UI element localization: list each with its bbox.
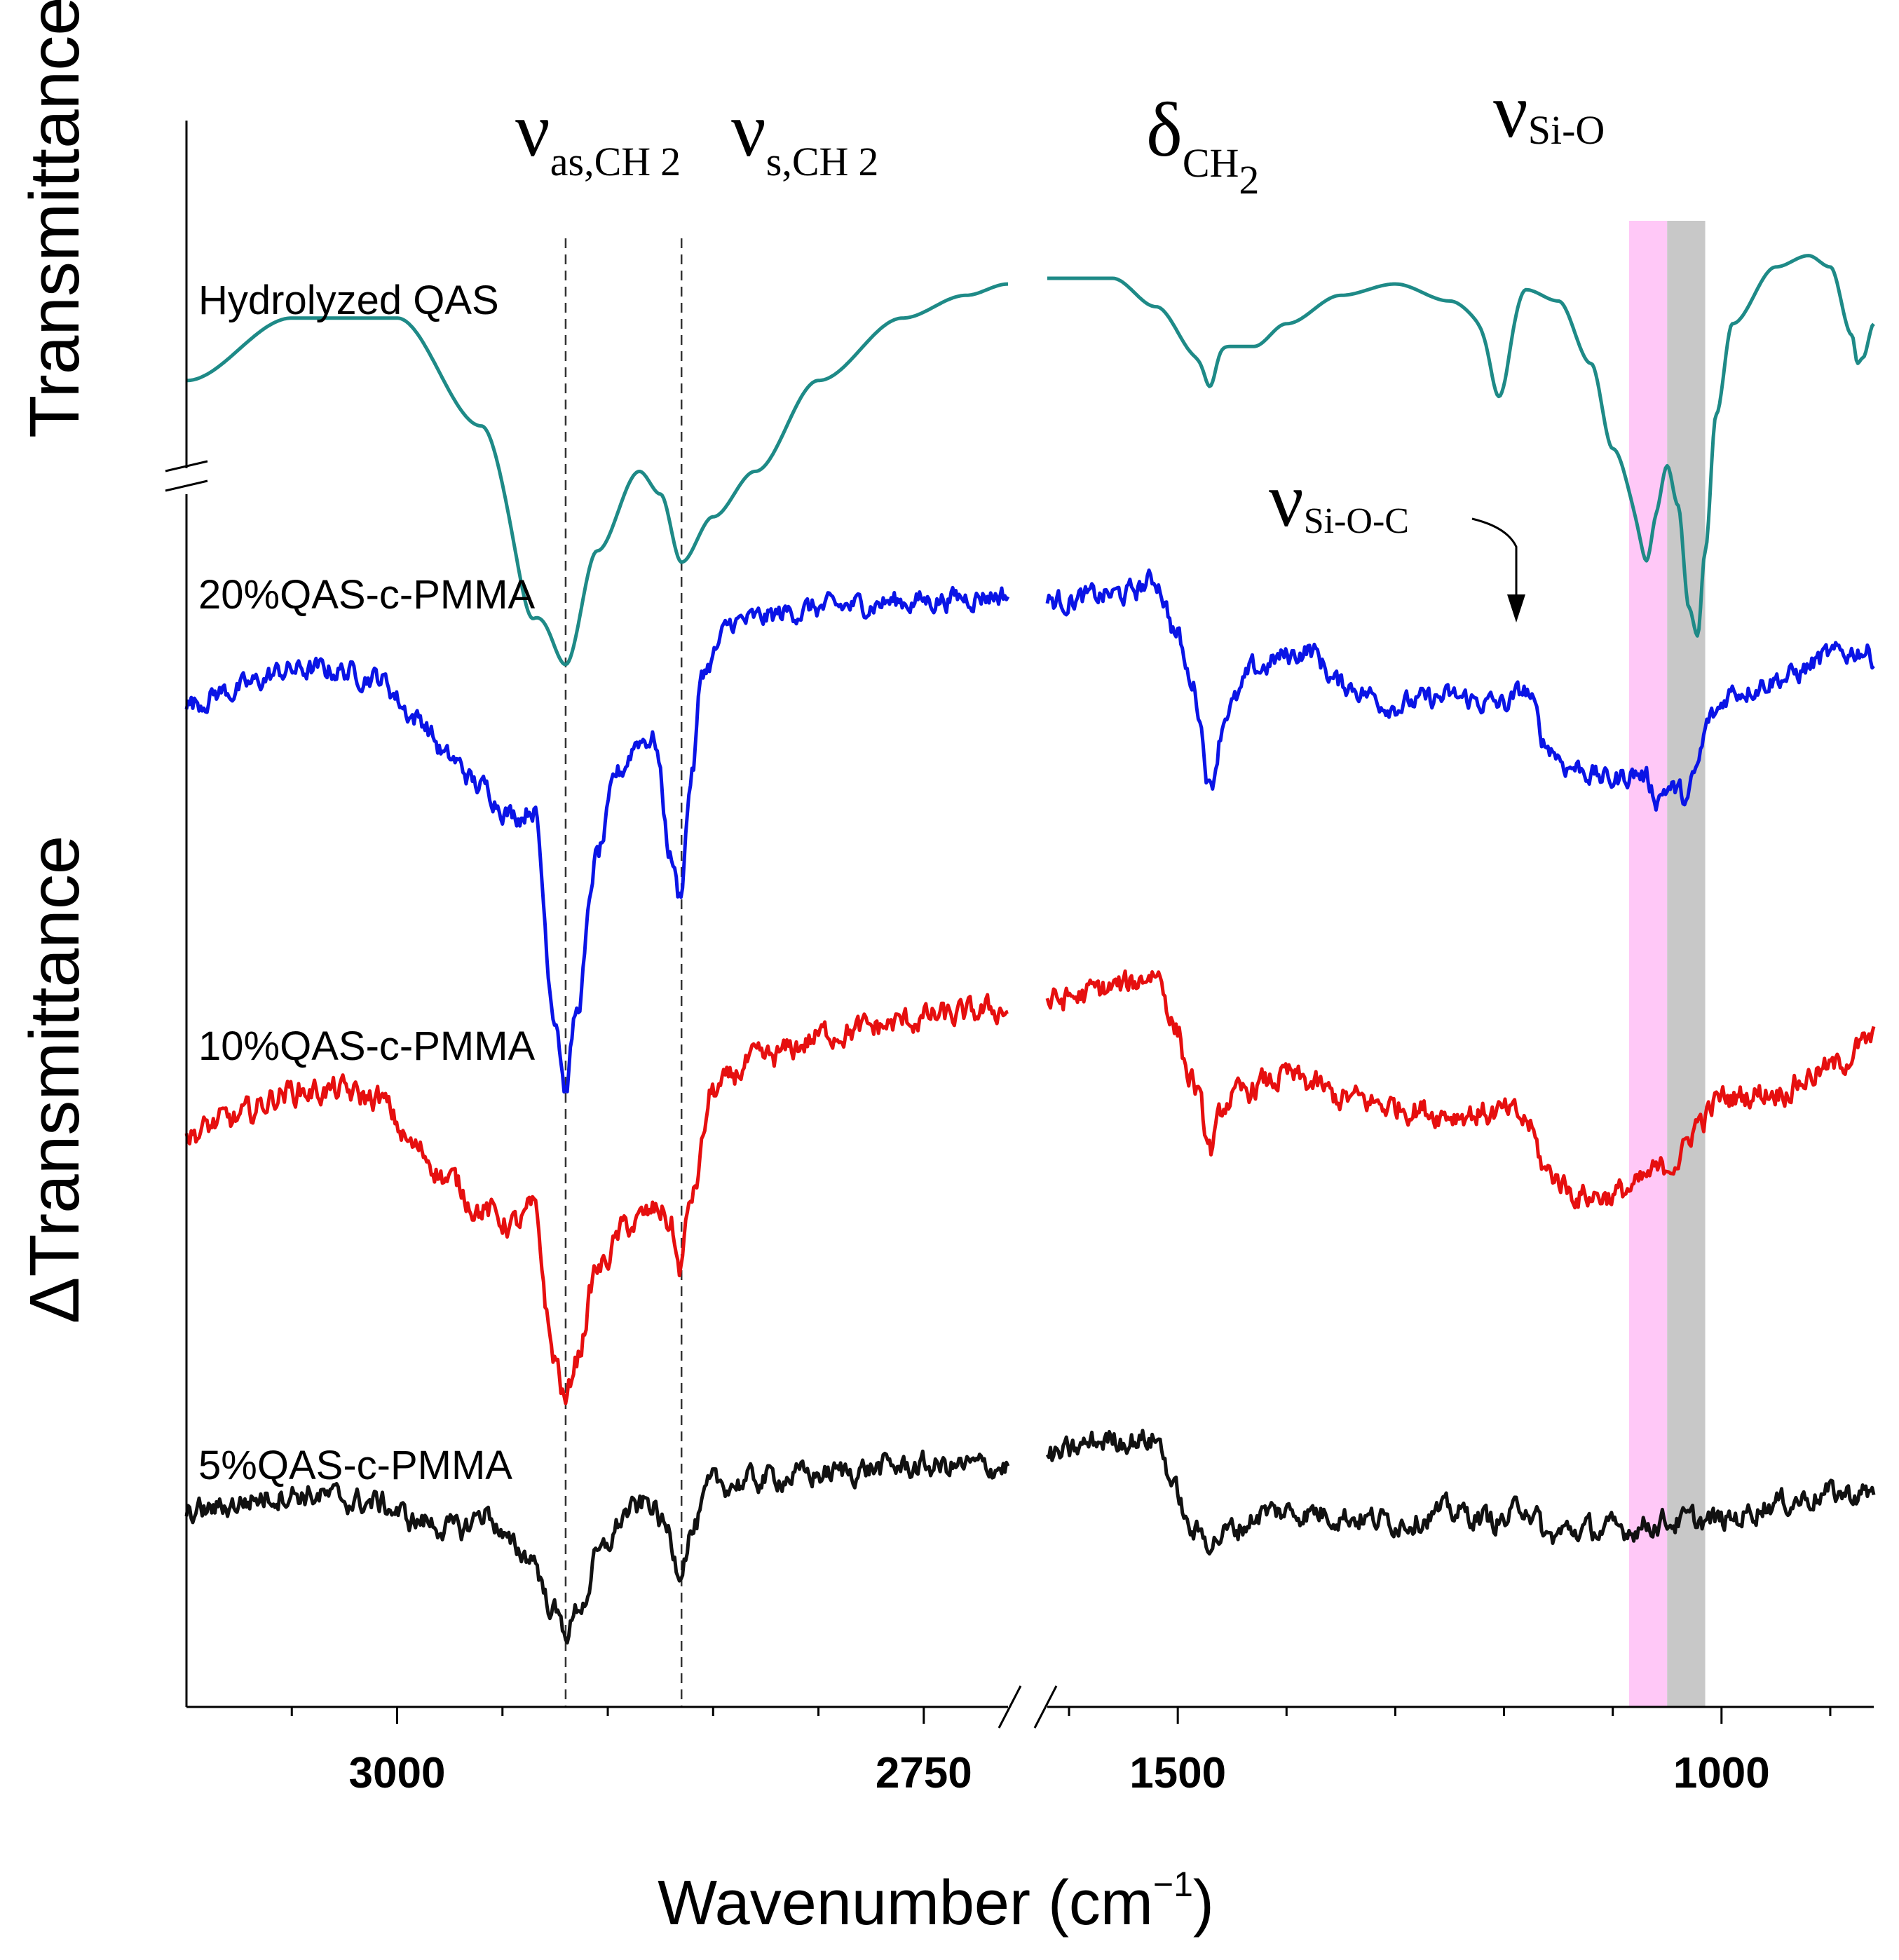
series-0	[186, 254, 1875, 667]
series-layer	[184, 254, 1876, 1645]
annotation-nu-s-ch2: νs,CH 2	[731, 87, 878, 184]
x-break-mark	[998, 1685, 1022, 1729]
y-break-mark	[165, 460, 208, 472]
series-line-2-left	[184, 993, 1009, 1406]
series-3	[184, 1429, 1876, 1645]
x-break-mark	[1033, 1685, 1058, 1729]
series-line-0-right	[1047, 254, 1875, 638]
series-label-10pct: 10%QAS-c-PMMA	[198, 1023, 536, 1069]
series-1	[184, 568, 1875, 1094]
annotation-delta-ch2: δCH2	[1146, 87, 1259, 203]
y-label-transmittance: Transmittance	[15, 0, 94, 438]
series-label-5pct: 5%QAS-c-PMMA	[198, 1443, 512, 1488]
x-tick-label-1500: 1500	[1129, 1749, 1226, 1797]
x-tick-label-1000: 1000	[1673, 1749, 1770, 1797]
annotation-nu-as-ch2: νas,CH 2	[515, 87, 681, 184]
annotation-nu-si-o-c: νSi-O-C	[1269, 457, 1409, 543]
dashed-lines-layer	[564, 238, 683, 1707]
x-axis-label: Wavenumber (cm−1)	[658, 1865, 1214, 1938]
x-tick-label-3000: 3000	[349, 1749, 446, 1797]
si-o-c-arrow	[1471, 517, 1525, 622]
series-2	[184, 969, 1876, 1406]
series-line-1-left	[184, 585, 1010, 1094]
series-label-20pct: 20%QAS-c-PMMA	[198, 572, 536, 618]
ticks-layer: 3000 2750 1500 1000	[290, 1707, 1832, 1797]
x-tick-label-2750: 2750	[876, 1749, 972, 1797]
series-line-3-left	[184, 1449, 1010, 1645]
series-line-1-right	[1045, 568, 1875, 812]
series-labels: Hydrolyzed QAS 20%QAS-c-PMMA 10%QAS-c-PM…	[198, 278, 536, 1488]
series-label-hydrolyzed-qas: Hydrolyzed QAS	[198, 278, 499, 323]
series-line-2-right	[1045, 969, 1876, 1210]
annotation-nu-si-o: νSi-O	[1493, 68, 1605, 154]
series-line-3-right	[1045, 1429, 1876, 1556]
nu-Si-O-C-band	[1628, 221, 1668, 1707]
nu-Si-O-band	[1667, 221, 1706, 1707]
axes	[165, 121, 1874, 1729]
y-break-mark	[165, 479, 208, 492]
peak-annotations: νas,CH 2 νs,CH 2 δCH2 νSi-O νSi-O-C	[515, 68, 1605, 543]
series-line-0-left	[186, 282, 1009, 667]
y-label-delta-transmittance: ΔTransmittance	[15, 836, 94, 1324]
bands-layer	[1628, 221, 1706, 1707]
